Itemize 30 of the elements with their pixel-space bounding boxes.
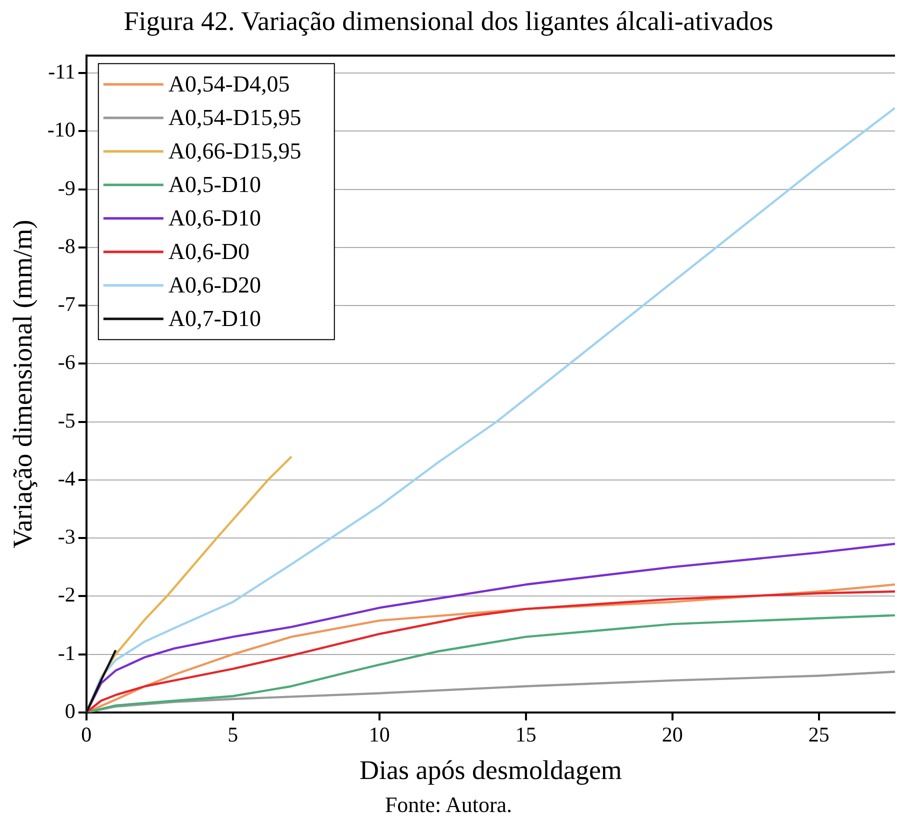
- legend-label: A0,6-D20: [168, 272, 262, 298]
- y-tick-label: -10: [47, 118, 76, 142]
- y-tick-label: -3: [58, 524, 76, 549]
- y-tick-label: -5: [58, 408, 76, 432]
- y-tick-label: -9: [58, 176, 76, 200]
- y-tick-label: -11: [48, 60, 76, 84]
- chart-title: Figura 42. Variação dimensional dos ligantes álcali-ativados: [122, 6, 774, 38]
- x-tick-label: 25: [808, 722, 830, 747]
- legend-label: A0,54-D4,05: [168, 71, 290, 96]
- source-note: Fonte: Autora.: [384, 792, 514, 818]
- y-tick-label: -4: [58, 466, 76, 490]
- x-tick-label: 5: [228, 722, 238, 747]
- x-tick-label: 0: [81, 722, 92, 747]
- legend-label: A0,6-D0: [168, 238, 250, 264]
- legend-label: A0,54-D15,95: [168, 104, 302, 130]
- y-tick-label: -8: [58, 234, 76, 258]
- legend-label: A0,6-D10: [168, 205, 262, 230]
- y-tick-label: -2: [58, 582, 76, 607]
- y-axis-title: Variação dimensional (mm/m): [7, 220, 38, 548]
- y-tick-label: -6: [58, 350, 76, 374]
- y-tick-label: -1: [58, 640, 76, 665]
- legend-label: A0,7-D10: [168, 306, 262, 331]
- x-tick-label: 10: [368, 722, 390, 747]
- x-tick-label: 20: [662, 722, 683, 747]
- legend-label: A0,5-D10: [168, 172, 262, 197]
- x-tick-label: 15: [515, 722, 536, 747]
- legend-label: A0,66-D15,95: [168, 138, 302, 164]
- y-tick-label: -7: [58, 292, 76, 316]
- x-axis-title: Dias após desmoldagem: [359, 754, 622, 785]
- y-tick-label: 0: [64, 698, 76, 723]
